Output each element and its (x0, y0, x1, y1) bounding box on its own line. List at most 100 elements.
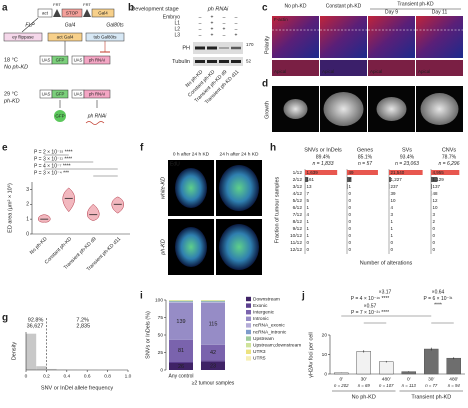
bar (446, 357, 461, 375)
bar-segment (169, 339, 193, 362)
y-tick-label: 0 (324, 371, 327, 377)
group-label: No ph-KD (352, 394, 376, 400)
annotation: 78.7% (442, 154, 457, 160)
p-value: P = 7 × 10⁻²¹ **** (351, 310, 389, 316)
panel-letter: j (301, 291, 305, 302)
product-label: GFP (55, 114, 64, 119)
band (195, 46, 205, 50)
legend-label: Upstream;downstream (253, 342, 301, 348)
tissue (420, 93, 459, 125)
n-label: n = 107 (379, 383, 394, 388)
y-tick-label: 7/12 (293, 212, 303, 218)
frt-site (83, 9, 91, 17)
p-value: P = 4 × 10⁻¹⁶ **** (351, 296, 390, 302)
data-label: 10 (391, 198, 397, 203)
data-label: 81 (178, 348, 184, 354)
y-tick-label: 8/12 (293, 219, 303, 225)
x-tick-label: 0.4 (63, 373, 70, 379)
violin (87, 203, 100, 221)
annotation: 7.2% (76, 317, 89, 323)
data-label: 237 (391, 184, 399, 189)
annotation: n = 57 (358, 161, 372, 167)
y-tick-label: 12/12 (290, 247, 302, 253)
annotation: n = 1,833 (313, 161, 334, 167)
row-label: Polarity (264, 36, 270, 55)
column-label: Day 9 (385, 9, 398, 15)
data-label: 0 (349, 247, 352, 252)
y-tick-label: 2 (26, 202, 29, 208)
bar-segment (201, 301, 225, 303)
bar-segment (169, 301, 193, 303)
legend-label: ncRNA_exonic (253, 323, 285, 329)
panel-letter: b (128, 3, 134, 14)
uas-box (83, 55, 111, 65)
x-tick-label: 0.8 (104, 373, 111, 379)
micrograph (272, 60, 319, 76)
data-label: 137 (433, 184, 441, 189)
data-label: 0 (349, 240, 352, 245)
gene-box (47, 32, 83, 42)
y-tick-label: 1 (26, 216, 29, 222)
y-axis-label: ED area (μm² × 10⁵) (6, 183, 13, 233)
temperature: 29 °C (4, 91, 18, 97)
driver-label: Gal4 (65, 22, 76, 28)
bar-segment (169, 302, 193, 340)
x-tick-label: 0.6 (84, 373, 91, 379)
strip-label: Apical (322, 69, 334, 74)
bar-segment (201, 302, 225, 303)
legend-label: Exonic (253, 303, 268, 309)
data-label: 21,540 (391, 170, 405, 175)
violin (62, 187, 75, 213)
data-label: 0 (349, 212, 352, 217)
y-tick-label: 100 (155, 297, 163, 303)
data-label: 1 (391, 233, 394, 238)
y-tick-label: 9/12 (293, 226, 303, 232)
sign: – (199, 32, 202, 38)
band (207, 46, 217, 50)
n-label: n = 202 (334, 383, 349, 388)
micrograph (368, 16, 415, 58)
construct-label: Gal4 (98, 11, 108, 16)
micrograph (272, 16, 319, 58)
tissue (175, 168, 207, 208)
data-label: 4 (391, 205, 394, 210)
gene-label: act Gal4 (57, 35, 74, 40)
bar-segment (201, 300, 225, 302)
construct-gal4 (91, 8, 115, 18)
y-tick-label: 0 (160, 367, 163, 373)
construct-act (37, 8, 53, 18)
sign: – (223, 14, 226, 20)
panel-letter: f (140, 143, 144, 154)
y-axis-label: Fraction of tumour samples (274, 176, 280, 243)
bar (379, 361, 394, 375)
legend-label: Intronic (253, 316, 269, 322)
legend-label: Upstream (253, 336, 274, 342)
rnai-hairpin (85, 121, 105, 125)
band (219, 60, 229, 63)
annotation: n = 6,296 (439, 161, 460, 167)
data-label: 3 (433, 212, 436, 217)
panel-letter: i (140, 291, 143, 302)
x-tick-label: 0′ (407, 376, 411, 382)
annotation: 92.8% (28, 317, 44, 323)
tissue (219, 165, 259, 211)
bar-segment (169, 300, 193, 302)
band (195, 60, 205, 63)
data-label: 5 (307, 198, 310, 203)
legend-label: UTR3 (253, 349, 266, 355)
tissue (323, 92, 364, 126)
legend-swatch (246, 303, 251, 308)
data-label: 1,129 (433, 177, 445, 182)
y-tick-label: 6/12 (293, 205, 303, 211)
x-tick-label: 0′ (339, 376, 343, 382)
sign: – (199, 14, 202, 20)
legend-label: UTR5 (253, 356, 266, 362)
p-value: P = 3 × 10⁻¹¹ **** (34, 156, 72, 162)
legend-swatch (246, 316, 251, 321)
data-label: 0 (349, 191, 352, 196)
data-label: 115 (209, 321, 218, 327)
frt-site (53, 9, 61, 17)
data-label: 1 (307, 233, 310, 238)
x-tick-label: 30′ (428, 376, 434, 382)
